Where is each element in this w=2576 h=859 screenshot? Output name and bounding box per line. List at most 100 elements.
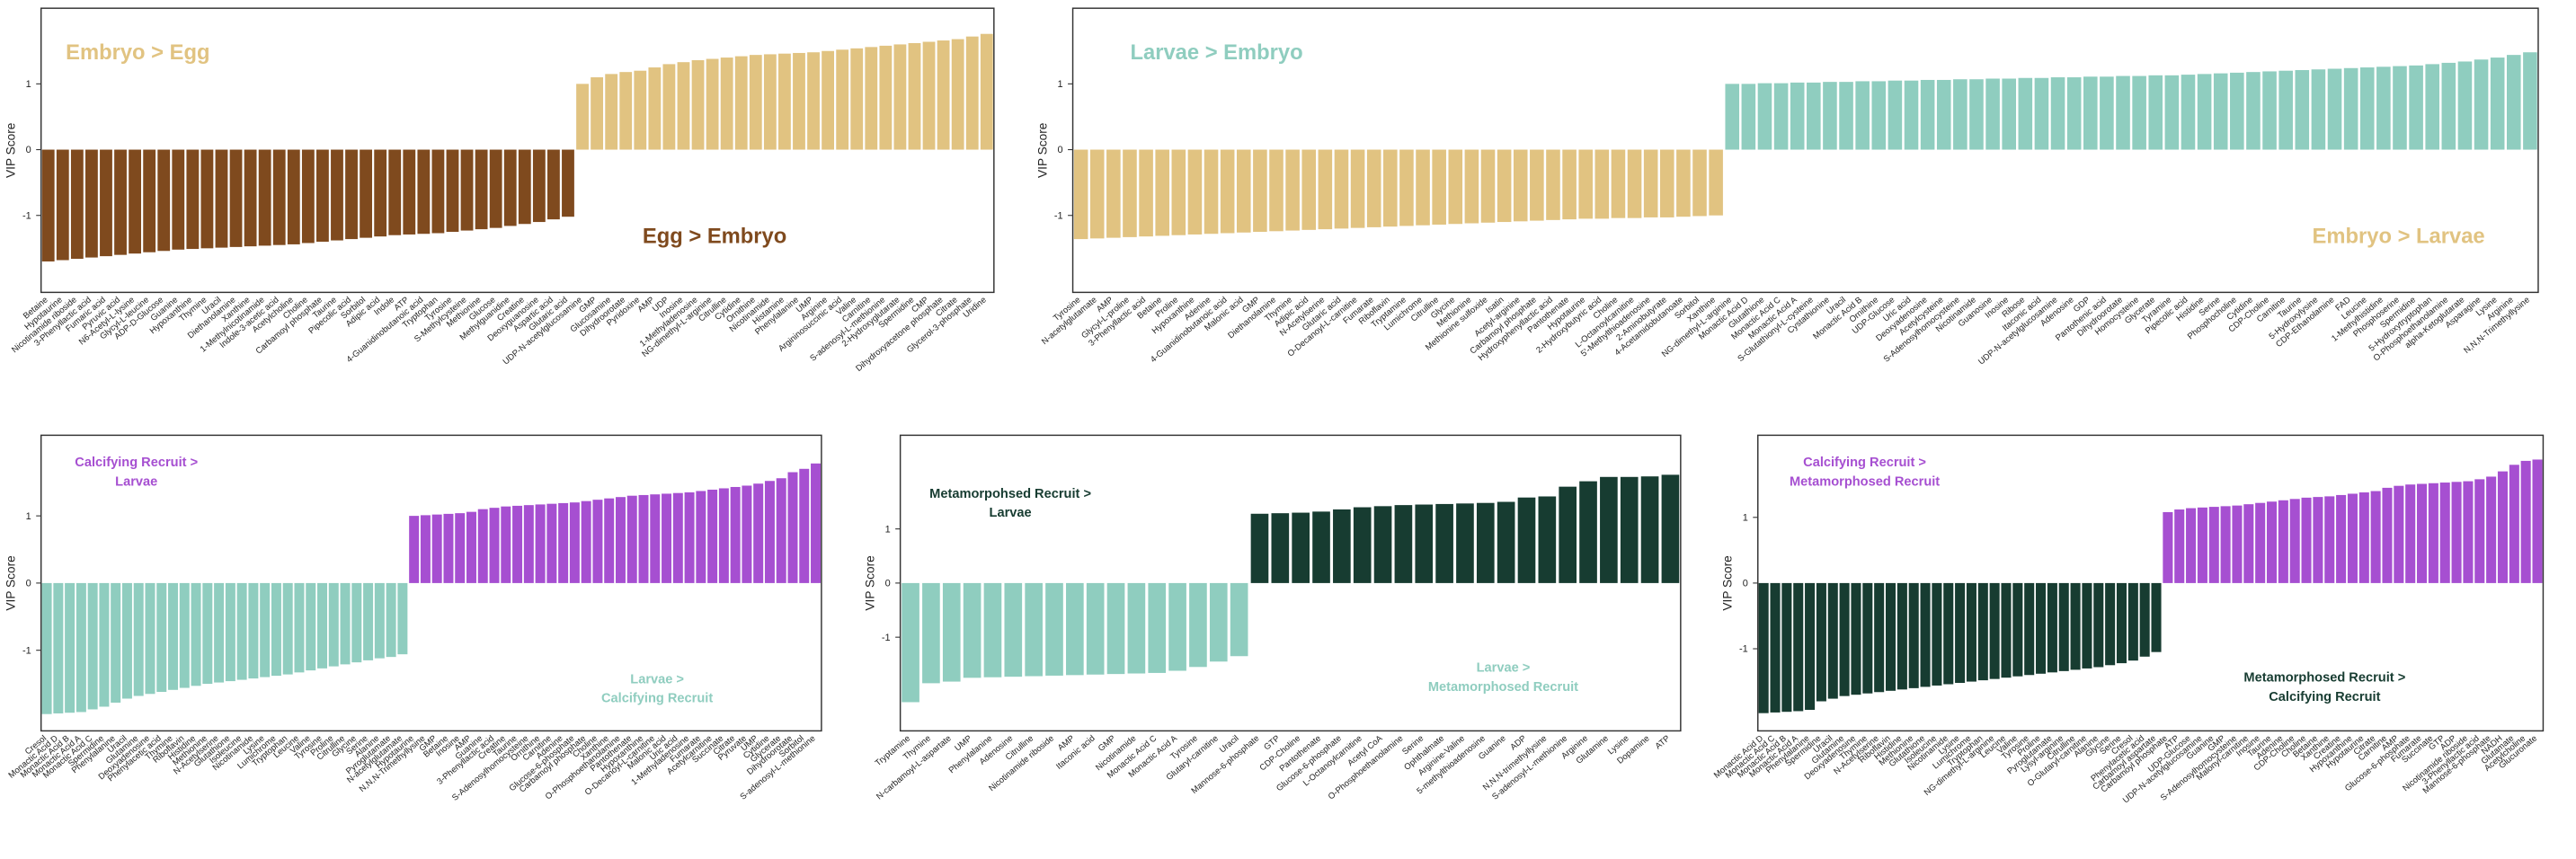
bar: [2232, 505, 2243, 583]
bar: [475, 149, 488, 230]
bar: [446, 149, 459, 233]
annotation: Larvae: [115, 474, 157, 489]
bar: [168, 582, 179, 690]
bar: [236, 582, 247, 680]
bar: [2509, 465, 2519, 583]
bar: [172, 149, 185, 250]
bar: [111, 582, 121, 703]
bar: [1334, 149, 1349, 229]
bar: [1885, 582, 1896, 691]
bar: [650, 494, 661, 583]
bar: [2311, 69, 2326, 150]
bar: [2058, 582, 2069, 671]
bar: [1757, 83, 1772, 150]
bar: [306, 582, 316, 671]
bar: [360, 149, 373, 238]
bar: [592, 500, 603, 583]
bar: [225, 582, 235, 682]
bar: [2313, 497, 2323, 583]
bar: [1578, 149, 1593, 219]
bar: [662, 493, 672, 583]
y-tick-label: 0: [26, 145, 31, 155]
bar: [1953, 79, 1968, 150]
bar: [1692, 149, 1707, 217]
bar: [2327, 68, 2342, 150]
bar: [591, 77, 604, 150]
y-axis-label: VIP Score: [863, 555, 876, 610]
bar: [2151, 582, 2162, 652]
bar: [626, 495, 637, 583]
bar: [2347, 493, 2358, 583]
bar: [1086, 582, 1105, 675]
bar: [215, 149, 228, 248]
bar: [1236, 149, 1251, 233]
bar: [316, 149, 329, 243]
y-tick-label: 0: [1057, 145, 1062, 155]
bar: [466, 511, 476, 583]
x-tick-label: ATP: [1654, 733, 1673, 751]
bar: [386, 582, 396, 658]
bar: [822, 50, 835, 150]
bar: [1790, 82, 1805, 150]
bar: [1966, 582, 1976, 682]
bar: [244, 149, 257, 247]
bar: [1773, 83, 1789, 150]
bar: [1827, 582, 1838, 699]
bar: [186, 149, 200, 250]
bar: [2506, 55, 2521, 150]
bar: [200, 149, 214, 249]
bar: [562, 149, 574, 217]
bar: [409, 516, 420, 583]
bar: [535, 504, 546, 583]
bar: [2083, 76, 2098, 150]
bar: [345, 149, 358, 240]
bar: [53, 582, 64, 713]
bar: [720, 58, 733, 150]
bar: [2262, 71, 2277, 150]
bar: [2139, 582, 2150, 657]
bar: [191, 582, 201, 686]
bar: [1253, 149, 1267, 233]
bar: [902, 582, 919, 703]
bar: [1781, 582, 1792, 713]
bar: [1579, 481, 1597, 583]
bar: [2394, 485, 2404, 583]
bar: [2002, 78, 2016, 150]
bar: [420, 515, 431, 583]
bar: [1594, 149, 1610, 219]
annotation: Larvae: [990, 506, 1032, 520]
bar: [1805, 582, 1816, 711]
bar: [1448, 149, 1463, 225]
bar: [179, 582, 190, 688]
bar: [2024, 582, 2035, 676]
bar: [811, 463, 822, 583]
bar: [2359, 67, 2375, 150]
annotation: Calcifying Recruit >: [1803, 456, 1926, 470]
bar: [2208, 507, 2219, 583]
bar: [672, 492, 683, 583]
bar: [730, 486, 741, 583]
bar: [1839, 582, 1850, 696]
bar: [638, 494, 649, 583]
bar: [1148, 582, 1167, 673]
bar: [1936, 79, 1951, 150]
y-axis-label: VIP Score: [1035, 123, 1049, 178]
bar: [2213, 73, 2228, 150]
bar: [2486, 476, 2497, 583]
bar: [2163, 511, 2173, 583]
y-tick-label: 0: [26, 579, 31, 589]
bar: [1497, 149, 1512, 223]
bar: [1643, 149, 1658, 217]
annotation: Calcifying Recruit: [2269, 690, 2380, 704]
bar: [1851, 582, 1861, 695]
bar: [2324, 496, 2335, 583]
bar: [1025, 582, 1043, 677]
bar: [634, 70, 647, 150]
bar: [1383, 149, 1398, 227]
bar: [532, 149, 546, 223]
bar: [1985, 78, 2000, 150]
bar: [1559, 486, 1577, 583]
bar: [1171, 149, 1186, 235]
bar: [1139, 149, 1153, 237]
